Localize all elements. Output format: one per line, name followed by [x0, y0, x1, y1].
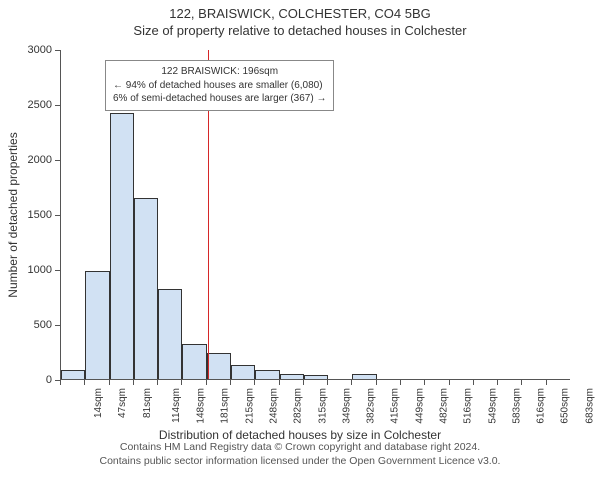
y-tick — [55, 215, 60, 216]
x-tick-label: 47sqm — [117, 388, 128, 418]
x-tick-label: 616sqm — [536, 388, 547, 424]
x-tick — [84, 380, 85, 385]
x-tick — [376, 380, 377, 385]
x-tick — [254, 380, 255, 385]
histogram-bar — [304, 375, 328, 379]
y-tick-label: 1000 — [0, 264, 52, 276]
y-tick — [55, 50, 60, 51]
x-tick — [230, 380, 231, 385]
histogram-bar — [158, 289, 182, 379]
histogram-bar — [280, 374, 304, 380]
y-tick-label: 500 — [0, 319, 52, 331]
y-tick-label: 2500 — [0, 99, 52, 111]
x-tick-label: 349sqm — [341, 388, 352, 424]
x-tick — [157, 380, 158, 385]
x-tick-label: 683sqm — [584, 388, 595, 424]
histogram-bar — [61, 370, 85, 379]
x-tick-label: 282sqm — [293, 388, 304, 424]
chart-area: Number of detached properties 122 BRAISW… — [0, 40, 600, 440]
x-tick — [449, 380, 450, 385]
footer: Contains HM Land Registry data © Crown c… — [0, 440, 600, 468]
plot-area: 122 BRAISWICK: 196sqm ← 94% of detached … — [60, 50, 570, 380]
x-tick-label: 215sqm — [244, 388, 255, 424]
x-tick-label: 449sqm — [414, 388, 425, 424]
x-tick — [546, 380, 547, 385]
y-tick — [55, 105, 60, 106]
x-tick-label: 14sqm — [93, 388, 104, 418]
x-tick — [351, 380, 352, 385]
y-tick-label: 2000 — [0, 154, 52, 166]
x-tick-label: 248sqm — [269, 388, 280, 424]
y-tick — [55, 160, 60, 161]
x-tick — [109, 380, 110, 385]
x-tick-label: 549sqm — [487, 388, 498, 424]
x-tick — [497, 380, 498, 385]
x-tick — [303, 380, 304, 385]
annotation-line-2: ← 94% of detached houses are smaller (6,… — [113, 79, 326, 93]
x-tick-label: 482sqm — [439, 388, 450, 424]
x-tick-label: 583sqm — [511, 388, 522, 424]
annotation-box: 122 BRAISWICK: 196sqm ← 94% of detached … — [105, 60, 334, 111]
x-tick-label: 382sqm — [366, 388, 377, 424]
histogram-bar — [231, 365, 255, 379]
histogram-bar — [182, 344, 206, 379]
x-axis-label: Distribution of detached houses by size … — [0, 428, 600, 442]
x-tick-label: 148sqm — [196, 388, 207, 424]
histogram-bar — [352, 374, 376, 379]
y-tick — [55, 325, 60, 326]
x-tick-label: 650sqm — [560, 388, 571, 424]
x-tick — [181, 380, 182, 385]
histogram-bar — [110, 113, 134, 379]
x-tick-label: 315sqm — [317, 388, 328, 424]
x-tick — [60, 380, 61, 385]
x-tick-label: 415sqm — [390, 388, 401, 424]
annotation-line-3: 6% of semi-detached houses are larger (3… — [113, 92, 326, 106]
y-tick-label: 3000 — [0, 44, 52, 56]
x-tick — [133, 380, 134, 385]
chart-title: Size of property relative to detached ho… — [0, 21, 600, 40]
x-tick — [521, 380, 522, 385]
y-tick-label: 1500 — [0, 209, 52, 221]
footer-line-1: Contains HM Land Registry data © Crown c… — [0, 440, 600, 454]
x-tick-label: 81sqm — [142, 388, 153, 418]
annotation-line-1: 122 BRAISWICK: 196sqm — [113, 65, 326, 79]
y-tick — [55, 270, 60, 271]
x-tick — [473, 380, 474, 385]
x-tick — [400, 380, 401, 385]
footer-line-2: Contains public sector information licen… — [0, 454, 600, 468]
super-title: 122, BRAISWICK, COLCHESTER, CO4 5BG — [0, 0, 600, 21]
histogram-bar — [207, 353, 231, 379]
x-tick-label: 181sqm — [220, 388, 231, 424]
x-tick — [279, 380, 280, 385]
histogram-bar — [85, 271, 109, 379]
x-tick — [327, 380, 328, 385]
x-tick — [206, 380, 207, 385]
x-tick — [424, 380, 425, 385]
x-tick-label: 516sqm — [463, 388, 474, 424]
x-tick-label: 114sqm — [171, 388, 182, 423]
y-tick-label: 0 — [0, 374, 52, 386]
histogram-bar — [255, 370, 279, 379]
histogram-bar — [134, 198, 158, 380]
